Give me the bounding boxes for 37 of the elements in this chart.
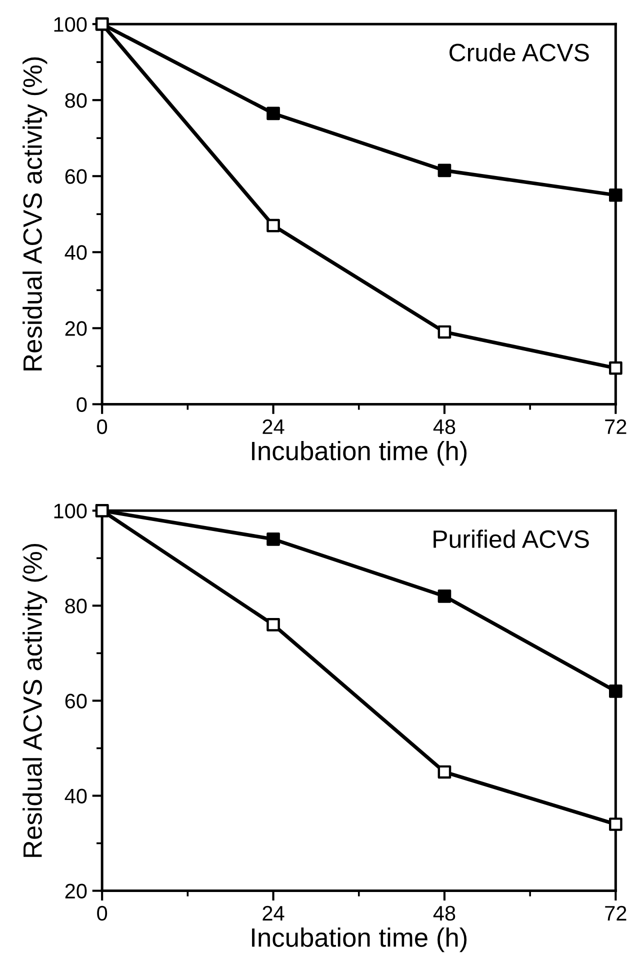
point [609, 361, 622, 375]
point [266, 106, 280, 120]
point [438, 590, 452, 603]
y-tick-label: 60 [65, 694, 87, 708]
point [438, 765, 452, 779]
y-tick-label: 40 [64, 788, 87, 804]
x-tick-label: 0 [97, 419, 108, 434]
x-tick-label: 24 [262, 419, 284, 434]
x-tick-label: 48 [433, 419, 456, 434]
x-tick-label: 72 [605, 906, 626, 920]
y-tick-label: 100 [54, 504, 87, 518]
y-tick-label: 80 [65, 93, 87, 108]
x-tick-label: 48 [433, 906, 456, 921]
y-axis-title: Residual ACVS activity (%) [22, 57, 48, 370]
y-tick-label: 100 [54, 17, 87, 32]
x-axis-title: Incubation time (h) [252, 440, 467, 466]
point [266, 618, 280, 632]
point [609, 188, 622, 202]
point [609, 684, 622, 698]
x-tick-label: 24 [262, 906, 284, 920]
x-tick-label: 72 [605, 419, 626, 434]
y-tick-label: 60 [65, 169, 87, 184]
y-tick-label: 80 [65, 598, 87, 614]
point [266, 532, 280, 546]
point [609, 818, 622, 831]
point [438, 164, 452, 178]
y-tick-label: 20 [65, 884, 87, 899]
y-tick-label: 0 [76, 397, 87, 412]
point [438, 325, 452, 339]
point [266, 218, 280, 232]
annotation: Crude ACVS [450, 43, 589, 62]
y-axis-title: Residual ACVS activity (%) [22, 544, 48, 857]
x-tick-label: 0 [97, 906, 108, 921]
annotation: Purified ACVS [434, 530, 589, 548]
y-tick-label: 40 [64, 245, 87, 260]
y-tick-label: 20 [65, 321, 87, 336]
x-axis-title: Incubation time (h) [252, 928, 467, 952]
